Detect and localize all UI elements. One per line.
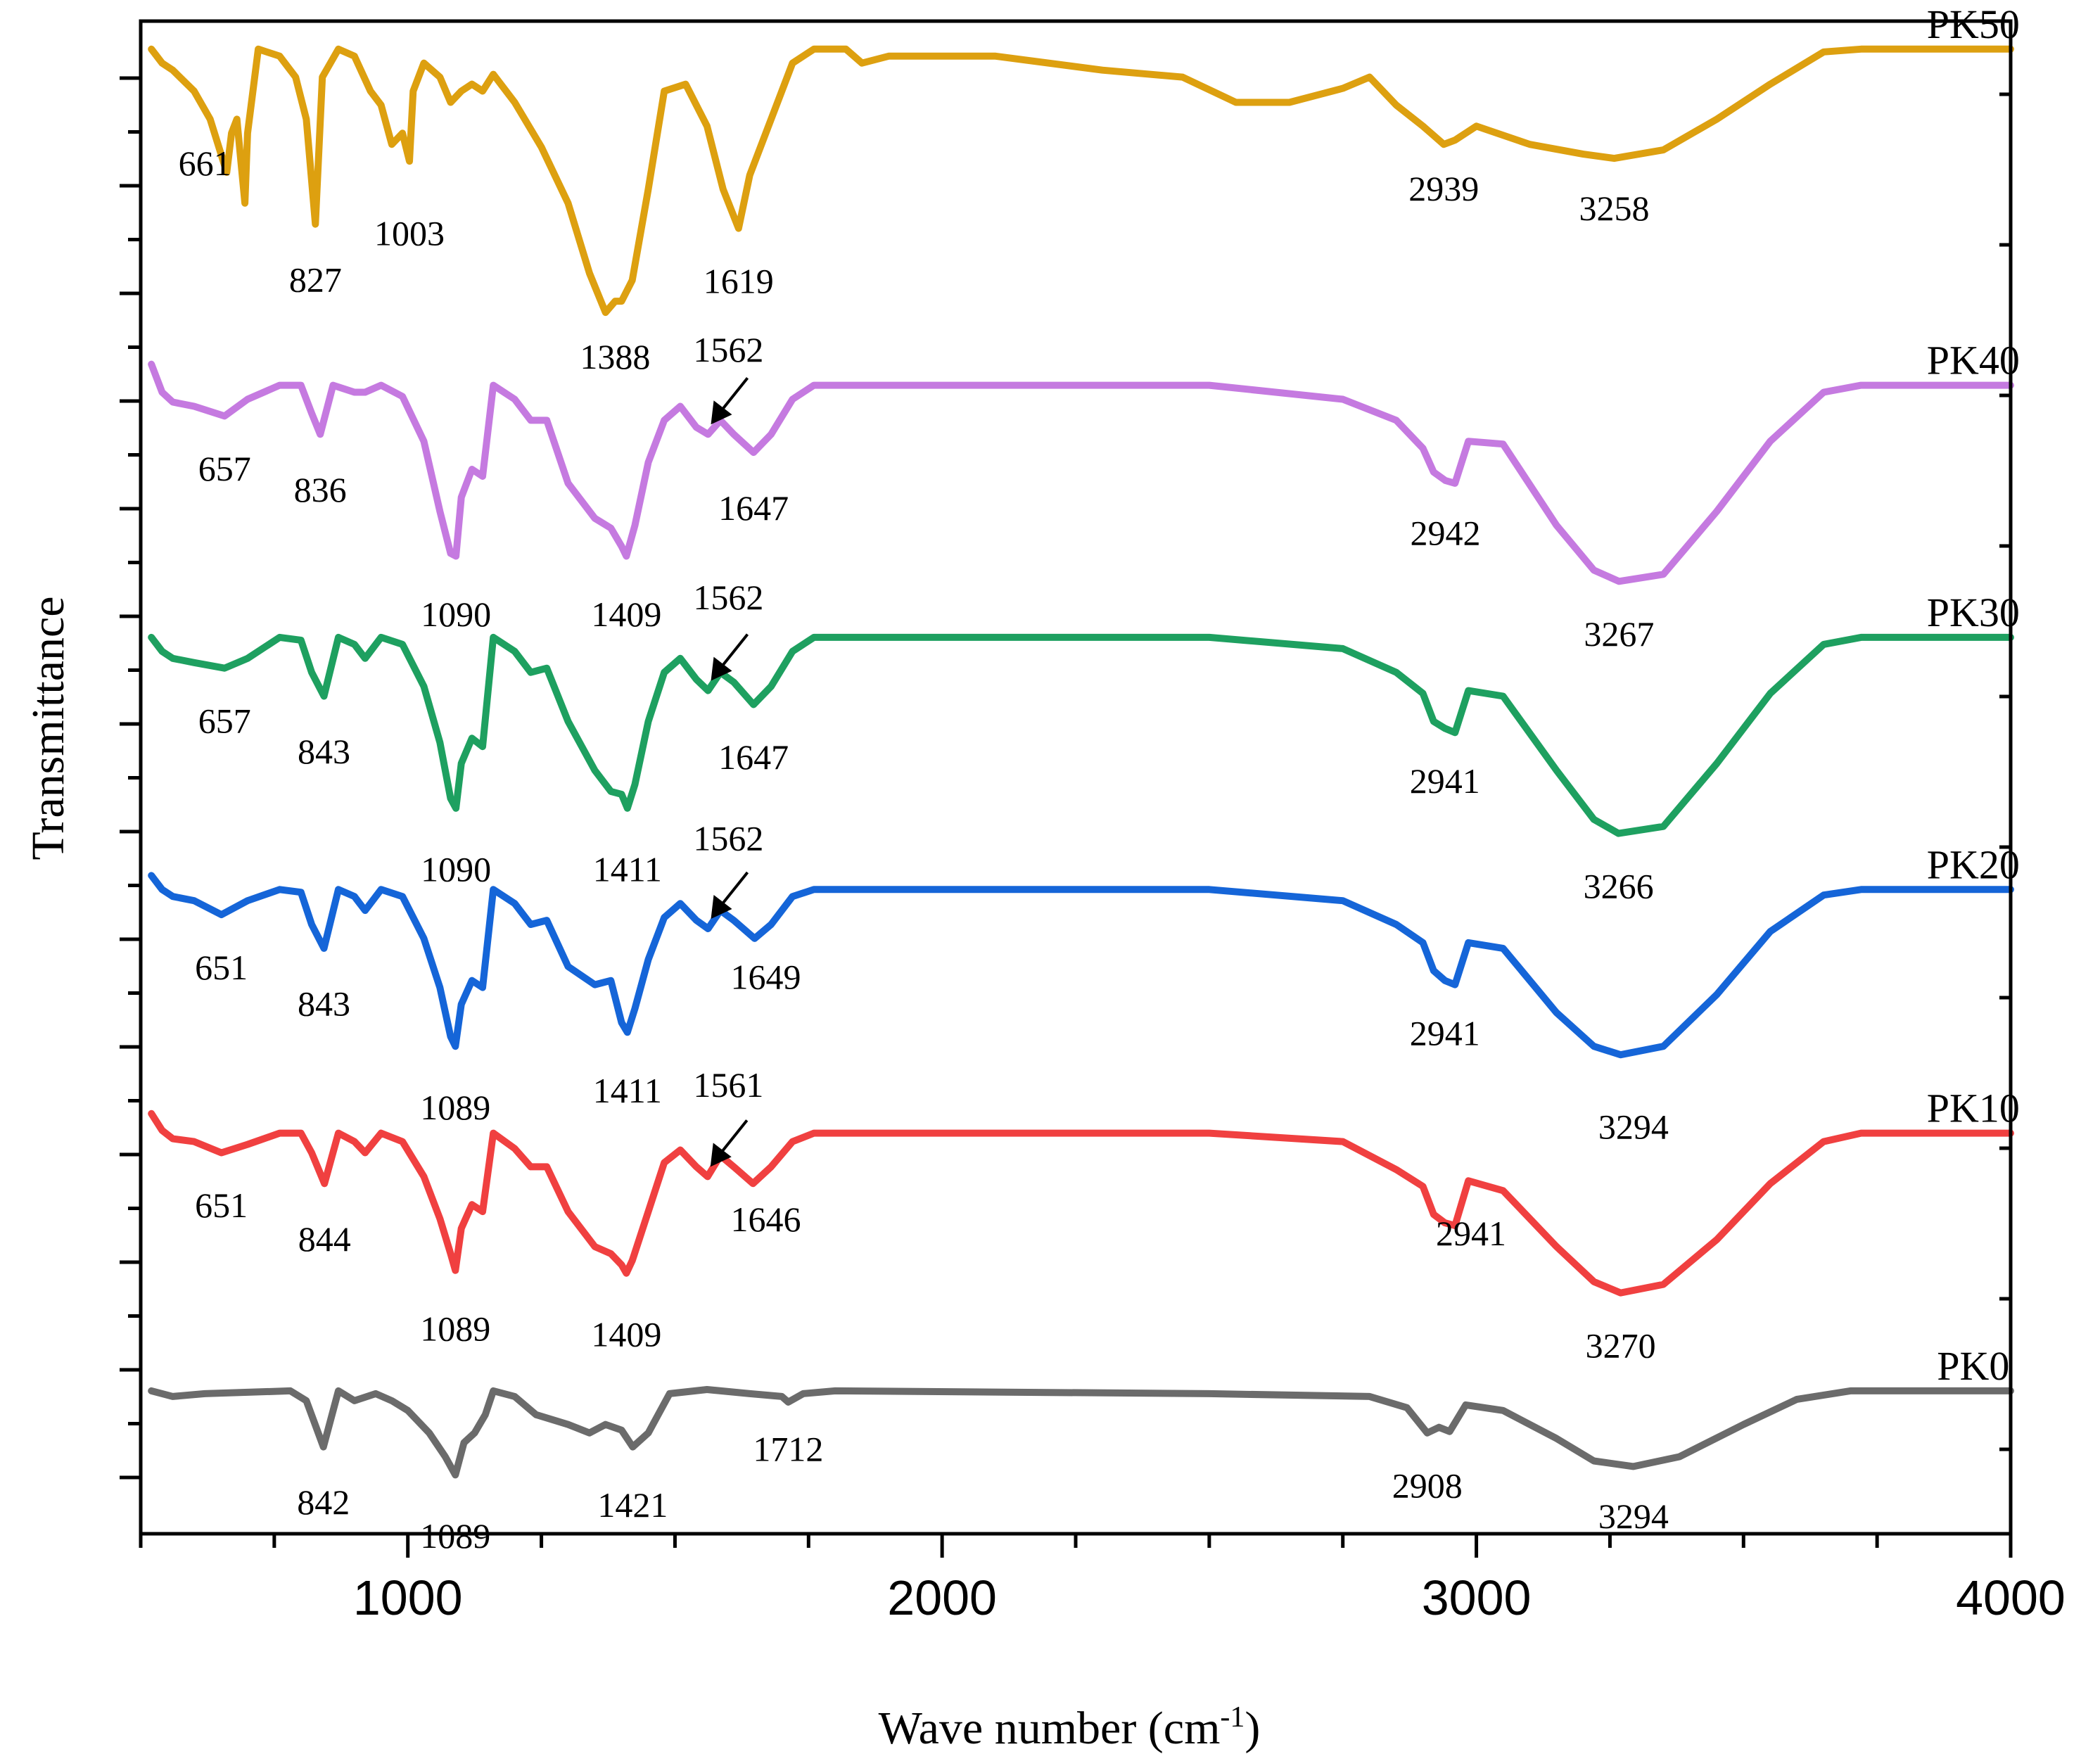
peak-label-pk50-1619: 1619 bbox=[704, 261, 774, 300]
series-line-pk20 bbox=[148, 872, 2014, 1059]
series-line-pk50 bbox=[148, 45, 2014, 317]
peak-label-pk30-2941: 2941 bbox=[1410, 761, 1480, 801]
peak-label-pk10-651: 651 bbox=[195, 1185, 248, 1225]
peak-label-pk20-651: 651 bbox=[195, 948, 248, 987]
arrow-line-pk20 bbox=[718, 871, 749, 909]
x-axis-label-close: ) bbox=[1245, 1703, 1260, 1754]
series-line-pk40 bbox=[148, 360, 2014, 585]
x-tick-label-2000: 2000 bbox=[887, 1570, 997, 1625]
peak-label-pk10-1089: 1089 bbox=[420, 1309, 490, 1348]
arrow-line-pk30 bbox=[718, 633, 749, 670]
peak-label-pk20-2941: 2941 bbox=[1410, 1013, 1480, 1053]
peak-label-pk50-3258: 3258 bbox=[1579, 189, 1650, 228]
arrow-head-pk30 bbox=[711, 656, 732, 681]
peak-label-pk10-3270: 3270 bbox=[1586, 1325, 1656, 1365]
peak-label-pk30-1647: 1647 bbox=[718, 737, 789, 777]
peak-label-pk50-661: 661 bbox=[179, 144, 231, 183]
peak-label-pk40-1090: 1090 bbox=[421, 595, 491, 634]
peak-label-pk30-1562: 1562 bbox=[693, 578, 763, 617]
series-name-pk0: PK0 bbox=[1937, 1343, 2009, 1389]
peak-label-pk50-2939: 2939 bbox=[1408, 169, 1479, 208]
peak-label-pk20-843: 843 bbox=[298, 984, 350, 1024]
peak-label-pk30-1411: 1411 bbox=[593, 849, 662, 889]
arrow-line-pk40 bbox=[718, 377, 749, 414]
peak-label-pk0-842: 842 bbox=[297, 1482, 350, 1522]
arrow-head-pk40 bbox=[711, 400, 732, 425]
peak-label-pk0-1421: 1421 bbox=[597, 1485, 668, 1525]
peak-label-pk40-1647: 1647 bbox=[718, 488, 789, 528]
peak-label-pk40-3267: 3267 bbox=[1584, 614, 1654, 654]
arrow-head-pk10 bbox=[710, 1143, 732, 1167]
peak-label-pk20-1089: 1089 bbox=[420, 1088, 490, 1127]
x-axis-label-sup: -1 bbox=[1220, 1701, 1245, 1734]
peak-label-pk30-1090: 1090 bbox=[421, 849, 491, 889]
peak-label-pk20-1411: 1411 bbox=[593, 1071, 662, 1110]
peak-label-pk40-657: 657 bbox=[198, 449, 251, 488]
peak-label-pk20-1649: 1649 bbox=[731, 958, 801, 997]
peak-label-pk10-2941: 2941 bbox=[1436, 1214, 1506, 1253]
peak-label-pk50-1388: 1388 bbox=[580, 337, 650, 376]
peak-label-pk0-2908: 2908 bbox=[1392, 1466, 1463, 1505]
series-line-pk30 bbox=[148, 633, 2014, 837]
series-name-pk50: PK50 bbox=[1927, 1, 2020, 47]
peak-label-pk40-1562: 1562 bbox=[693, 330, 763, 369]
peak-label-pk40-2942: 2942 bbox=[1411, 514, 1481, 553]
series-name-pk30: PK30 bbox=[1927, 590, 2020, 635]
x-axis-label: Wave number (cm-1) bbox=[879, 1701, 1261, 1754]
peak-label-pk30-3266: 3266 bbox=[1584, 866, 1654, 905]
y-axis-label: Transmittance bbox=[23, 596, 74, 860]
peak-label-pk30-843: 843 bbox=[298, 732, 350, 771]
series-layer bbox=[148, 45, 2014, 1479]
peak-label-pk50-827: 827 bbox=[289, 260, 342, 299]
peak-label-pk0-1089: 1089 bbox=[420, 1516, 490, 1556]
axes-layer: 1000 2000 3000 4000 bbox=[120, 76, 2066, 1625]
peak-labels-layer: PK0 842 1089 1421 1712 2908 3294 PK10 651 844 1089… bbox=[179, 1, 2020, 1556]
peak-label-pk40-1409: 1409 bbox=[591, 595, 661, 634]
peak-label-pk10-844: 844 bbox=[298, 1219, 351, 1259]
x-tick-label-3000: 3000 bbox=[1422, 1570, 1532, 1625]
x-tick-label-4000: 4000 bbox=[1956, 1570, 2066, 1625]
peak-label-pk10-1646: 1646 bbox=[731, 1200, 801, 1239]
peak-label-pk50-1003: 1003 bbox=[374, 214, 445, 253]
peak-label-pk10-1409: 1409 bbox=[591, 1314, 661, 1354]
series-line-pk0 bbox=[148, 1386, 2014, 1479]
series-line-pk10 bbox=[148, 1110, 2014, 1297]
x-axis-label-text: Wave number (cm bbox=[879, 1703, 1221, 1754]
series-name-pk20: PK20 bbox=[1927, 841, 2020, 887]
arrow-line-pk10 bbox=[718, 1119, 749, 1157]
series-name-pk10: PK10 bbox=[1927, 1086, 2020, 1131]
arrow-head-pk20 bbox=[711, 895, 732, 919]
peak-label-pk0-3294: 3294 bbox=[1598, 1496, 1669, 1536]
peak-label-pk20-3294: 3294 bbox=[1598, 1107, 1669, 1147]
x-tick-label-1000: 1000 bbox=[353, 1570, 463, 1625]
peak-label-pk20-1562: 1562 bbox=[693, 819, 763, 858]
peak-label-pk0-1712: 1712 bbox=[753, 1430, 823, 1469]
peak-label-pk10-1561: 1561 bbox=[693, 1065, 763, 1105]
peak-label-pk40-836: 836 bbox=[294, 470, 347, 509]
peak-label-pk30-657: 657 bbox=[198, 701, 251, 740]
series-name-pk40: PK40 bbox=[1927, 338, 2020, 383]
